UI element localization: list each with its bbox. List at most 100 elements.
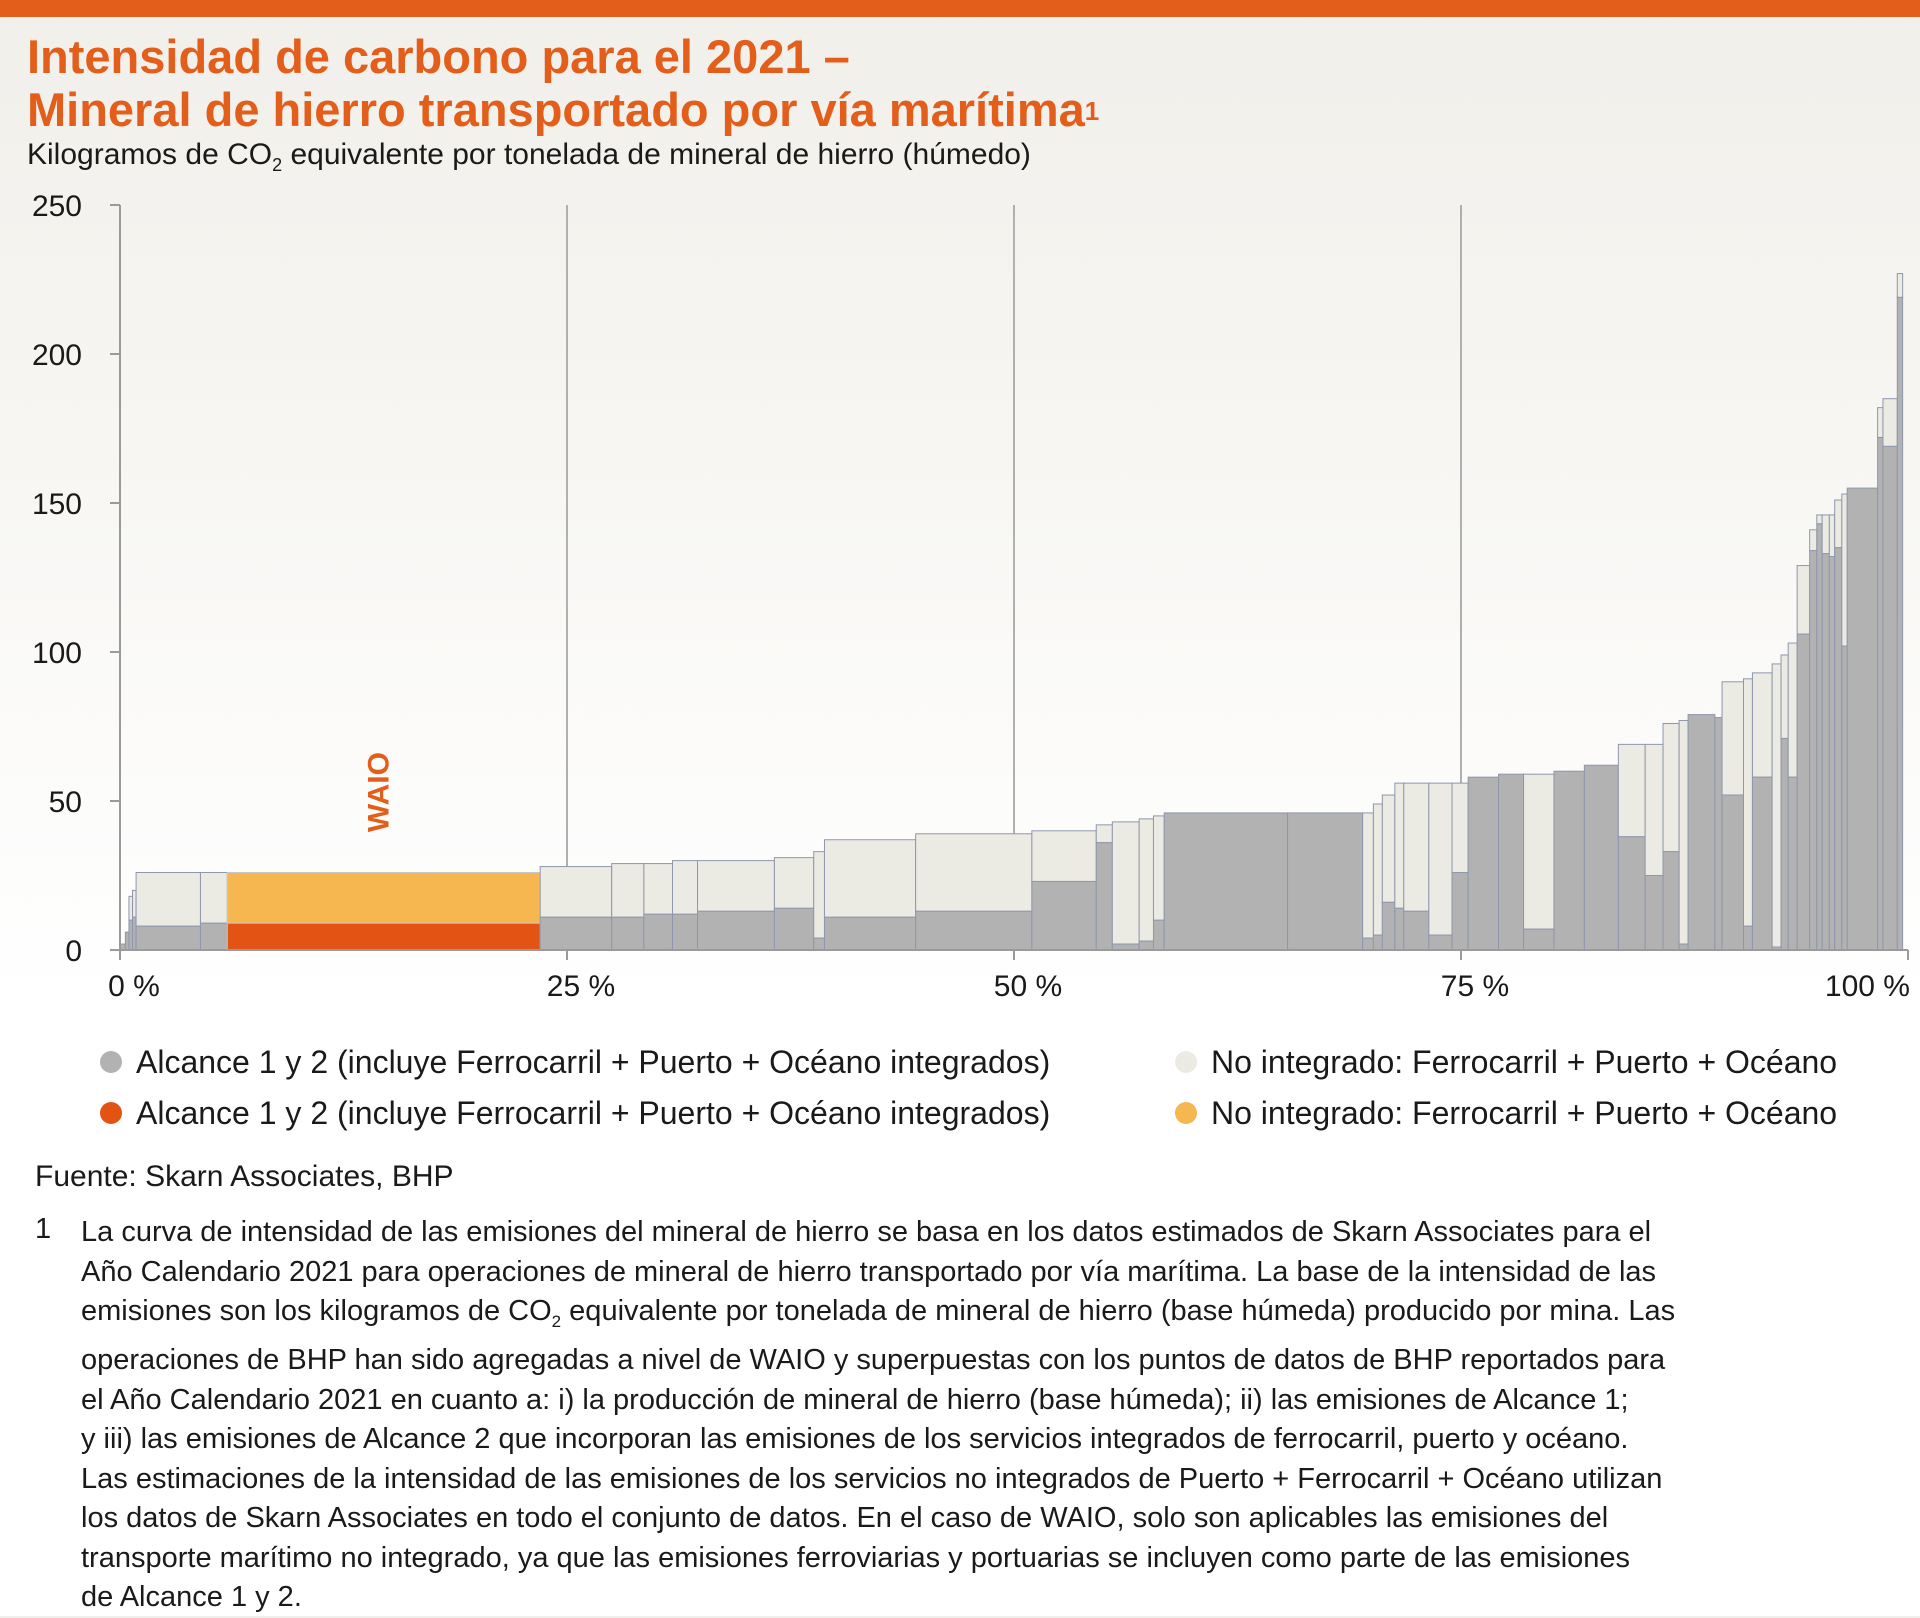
title-line-2-text: Mineral de hierro transportado por vía m… [27, 83, 1085, 136]
legend-item-1: Alcance 1 y 2 (incluye Ferrocarril + Pue… [100, 1044, 1050, 1081]
scope-bar [1138, 940, 1154, 951]
scope-bar [1523, 928, 1555, 951]
scope-bar [1896, 296, 1904, 951]
footnote-line: Año Calendario 2021 para operaciones de … [81, 1255, 1657, 1288]
chart-subtitle: Kilogramos de CO2 equivalente por tonela… [27, 138, 1031, 176]
y-tick-label: 100 [32, 637, 82, 670]
nonintegrated-bar [611, 863, 645, 918]
scope-bar [1841, 645, 1848, 951]
scope-bar [132, 916, 137, 951]
subtitle-before: Kilogramos de CO [27, 138, 273, 171]
scope-bar [1287, 812, 1364, 951]
footnote-line: de Alcance 1 y 2. [81, 1581, 302, 1614]
scope-bar [1882, 445, 1898, 951]
nonintegrated-bar [132, 889, 137, 918]
scope-bar [1381, 901, 1396, 951]
nonintegrated-bar [539, 866, 613, 918]
scope-bar [1031, 880, 1097, 951]
y-tick-label: 50 [49, 786, 82, 819]
legend-swatch-3 [100, 1101, 122, 1124]
nonintegrated-bar [1882, 398, 1898, 447]
nonintegrated-bar [1678, 720, 1689, 945]
scope-bar [1662, 851, 1680, 951]
nonintegrated-bar [1031, 830, 1097, 882]
waio-annotation: WAIO [363, 752, 396, 832]
nonintegrated-bar [128, 895, 134, 921]
legend-label-3: Alcance 1 y 2 (incluye Ferrocarril + Pue… [136, 1095, 1051, 1131]
title-line-2: Mineral de hierro transportado por vía m… [27, 83, 1627, 136]
scope-bar [539, 916, 613, 951]
scope-bar [1394, 907, 1405, 951]
footnote-line: y iii) las emisiones de Alcance 2 que in… [81, 1423, 1629, 1456]
top-accent-bar [0, 0, 1920, 17]
legend-swatch-4 [1175, 1101, 1197, 1124]
nonintegrated-bar [1816, 514, 1823, 525]
scope-bar [128, 919, 134, 951]
nonintegrated-bar [1152, 815, 1165, 921]
waio-nonintegrated-bar [226, 872, 541, 924]
nonintegrated-bar [1771, 663, 1782, 948]
legend-swatch-1 [100, 1050, 122, 1073]
scope-bar [1787, 776, 1798, 951]
nonintegrated-bar [813, 851, 825, 939]
nonintegrated-bar [1743, 678, 1753, 927]
legend-item-2: No integrado: Ferrocarril + Puerto + Océ… [1175, 1044, 1837, 1081]
x-tick-label: 25 % [547, 970, 615, 1000]
scope-bar [1828, 556, 1836, 951]
nonintegrated-bar [671, 860, 699, 915]
nonintegrated-bar [1451, 782, 1469, 874]
y-tick-label: 200 [32, 339, 82, 372]
carbon-intensity-chart: 0 50 100 150 200 250 0 % 25 % 50 % 75 % 100 % WAIO [32, 190, 1910, 1000]
nonintegrated-bar [1644, 743, 1664, 876]
nonintegrated-bar [1111, 821, 1140, 945]
scope-bar [1821, 553, 1830, 951]
legend-label-1: Alcance 1 y 2 (incluye Ferrocarril + Pue… [136, 1044, 1051, 1080]
nonintegrated-bar [1828, 514, 1836, 558]
title-footnote-ref: 1 [1084, 96, 1100, 126]
nonintegrated-bar [1821, 514, 1830, 555]
scope-bar [135, 925, 201, 951]
scope-bar [1809, 550, 1818, 951]
legend-label-4: No integrado: Ferrocarril + Puerto + Océ… [1211, 1095, 1838, 1131]
y-tick-label: 250 [32, 190, 82, 223]
nonintegrated-bar [1095, 824, 1113, 844]
y-tick-label: 150 [32, 488, 82, 521]
nonintegrated-bar [1721, 681, 1745, 796]
legend-label-2: No integrado: Ferrocarril + Puerto + Océ… [1211, 1044, 1838, 1080]
footnote-line3-after: equivalente por tonelada de mineral de h… [561, 1295, 1676, 1327]
footnote-line3-before: emisiones son los kilogramos de CO [81, 1295, 552, 1327]
scope-bar [1644, 875, 1664, 951]
scope-bar [1743, 925, 1753, 951]
nonintegrated-bar [1796, 565, 1811, 635]
footnote-line3-subscript: 2 [551, 1311, 562, 1331]
nonintegrated-bar [1428, 782, 1453, 936]
chart-bars [119, 273, 1904, 951]
scope-bar [1751, 776, 1773, 951]
nonintegrated-bar [1138, 818, 1154, 942]
scope-bar [199, 922, 228, 951]
nonintegrated-bar [1834, 499, 1843, 549]
scope-bar [671, 913, 699, 951]
footnote-line: operaciones de BHP han sido agregadas a … [81, 1344, 1666, 1377]
x-tick-label: 0 % [108, 970, 160, 1000]
scope-bar [1372, 934, 1383, 951]
footnote-line: el Año Calendario 2021 en cuanto a: i) l… [81, 1383, 1629, 1416]
scope-bar [611, 916, 645, 951]
legend-item-3: Alcance 1 y 2 (incluye Ferrocarril + Pue… [100, 1095, 1050, 1132]
scope-bar [1583, 764, 1619, 951]
nonintegrated-bar [643, 863, 673, 915]
footnote-line: transporte marítimo no integrado, ya que… [81, 1541, 1631, 1574]
nonintegrated-bar [135, 872, 201, 927]
legend-swatch-2 [1175, 1050, 1197, 1073]
nonintegrated-bar [915, 833, 1033, 912]
scope-bar [124, 931, 130, 951]
scope-bar [643, 913, 673, 951]
scope-bar [1617, 836, 1646, 951]
nonintegrated-bar [1394, 782, 1405, 909]
scope-bar [1498, 773, 1525, 951]
scope-bar [1846, 487, 1879, 951]
scope-bar [823, 916, 917, 951]
nonintegrated-bar [1372, 803, 1383, 936]
waio-scope-bar [226, 922, 541, 951]
footnote-text: La curva de intensidad de las emisiones … [81, 1213, 1901, 1618]
